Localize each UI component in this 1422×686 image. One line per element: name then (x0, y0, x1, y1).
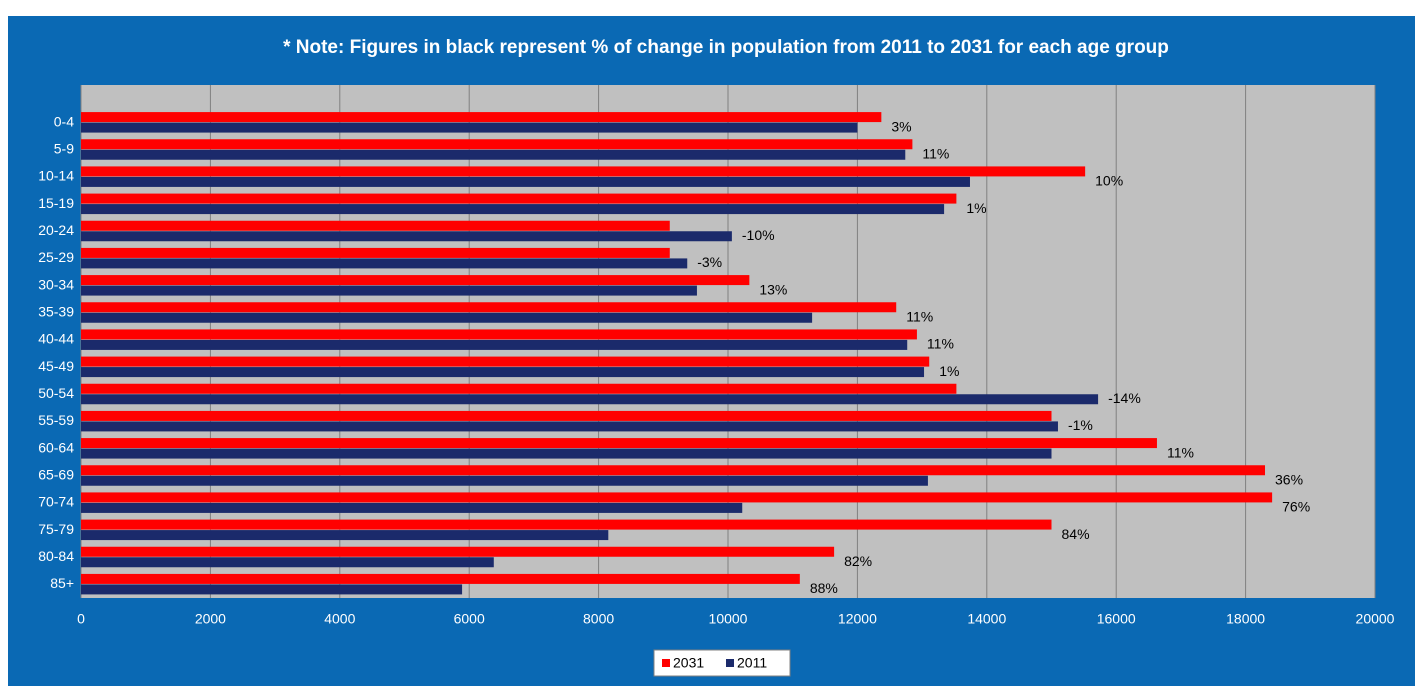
x-tick-label: 8000 (583, 611, 614, 627)
bar (81, 312, 813, 323)
bar (81, 149, 906, 160)
bar (81, 285, 697, 296)
y-tick-label: 50-54 (38, 385, 74, 401)
change-label: 88% (810, 580, 838, 596)
x-tick-label: 6000 (454, 611, 485, 627)
bar (81, 166, 1086, 177)
bar (81, 410, 1052, 421)
bar (81, 492, 1273, 503)
y-tick-label: 45-49 (38, 358, 74, 374)
bar (81, 339, 908, 350)
legend-box (653, 649, 791, 677)
bar (81, 557, 494, 568)
bar (81, 122, 858, 133)
legend-swatch (726, 659, 734, 667)
change-label: 76% (1282, 499, 1310, 515)
change-label: -14% (1108, 390, 1141, 406)
bar (81, 421, 1058, 432)
x-tick-label: 18000 (1226, 611, 1265, 627)
x-tick-label: 14000 (967, 611, 1006, 627)
bar (81, 220, 670, 231)
bar (81, 139, 913, 150)
change-label: -1% (1068, 417, 1093, 433)
bar (81, 204, 945, 215)
legend-swatch (662, 659, 670, 667)
y-tick-label: 60-64 (38, 439, 74, 455)
change-label: 11% (1167, 444, 1194, 460)
y-tick-label: 5-9 (54, 140, 74, 156)
change-label: 11% (922, 145, 949, 161)
bar (81, 394, 1099, 405)
x-tick-label: 4000 (324, 611, 355, 627)
y-tick-label: 15-19 (38, 195, 74, 211)
change-label: 3% (891, 118, 911, 134)
x-tick-label: 2000 (195, 611, 226, 627)
bar (81, 329, 917, 340)
bar (81, 275, 750, 286)
change-label: 11% (906, 308, 933, 324)
y-tick-label: 55-59 (38, 412, 74, 428)
y-tick-label: 85+ (50, 575, 74, 591)
bar (81, 584, 463, 595)
x-tick-label: 0 (77, 611, 85, 627)
y-tick-label: 20-24 (38, 222, 74, 238)
y-tick-label: 35-39 (38, 303, 74, 319)
x-tick-label: 16000 (1097, 611, 1136, 627)
bar (81, 231, 732, 242)
y-tick-label: 0-4 (54, 113, 74, 129)
change-label: 13% (759, 281, 787, 297)
bar (81, 176, 970, 187)
change-label: 82% (844, 553, 872, 569)
bar (81, 367, 925, 378)
x-tick-label: 10000 (709, 611, 748, 627)
bar (81, 383, 957, 394)
y-tick-label: 70-74 (38, 494, 74, 510)
bar (81, 302, 897, 313)
bar (81, 502, 743, 513)
y-tick-label: 80-84 (38, 548, 74, 564)
y-tick-label: 25-29 (38, 249, 74, 265)
bar (81, 546, 835, 557)
bar (81, 448, 1052, 459)
bar (81, 438, 1157, 449)
y-tick-label: 10-14 (38, 168, 74, 184)
chart-title: * Note: Figures in black represent % of … (283, 37, 1169, 58)
y-tick-label: 65-69 (38, 466, 74, 482)
legend-label: 2031 (673, 655, 704, 671)
y-tick-label: 40-44 (38, 331, 74, 347)
bar (81, 193, 957, 204)
bar (81, 112, 882, 123)
bar (81, 530, 609, 541)
bar (81, 573, 800, 584)
bar (81, 465, 1266, 476)
bar (81, 247, 670, 258)
bar (81, 258, 688, 269)
bar (81, 475, 928, 486)
x-tick-label: 20000 (1356, 611, 1395, 627)
legend-label: 2011 (737, 655, 767, 671)
y-tick-label: 30-34 (38, 276, 74, 292)
change-label: -3% (697, 254, 722, 270)
bar (81, 519, 1052, 530)
change-label: 10% (1095, 173, 1123, 189)
x-tick-label: 12000 (838, 611, 877, 627)
y-tick-label: 75-79 (38, 521, 74, 537)
change-label: 36% (1275, 471, 1303, 487)
bar (81, 356, 930, 367)
change-label: 84% (1062, 526, 1090, 542)
change-label: 1% (939, 363, 959, 379)
change-label: 1% (966, 200, 986, 216)
change-label: 11% (927, 336, 954, 352)
change-label: -10% (742, 227, 775, 243)
